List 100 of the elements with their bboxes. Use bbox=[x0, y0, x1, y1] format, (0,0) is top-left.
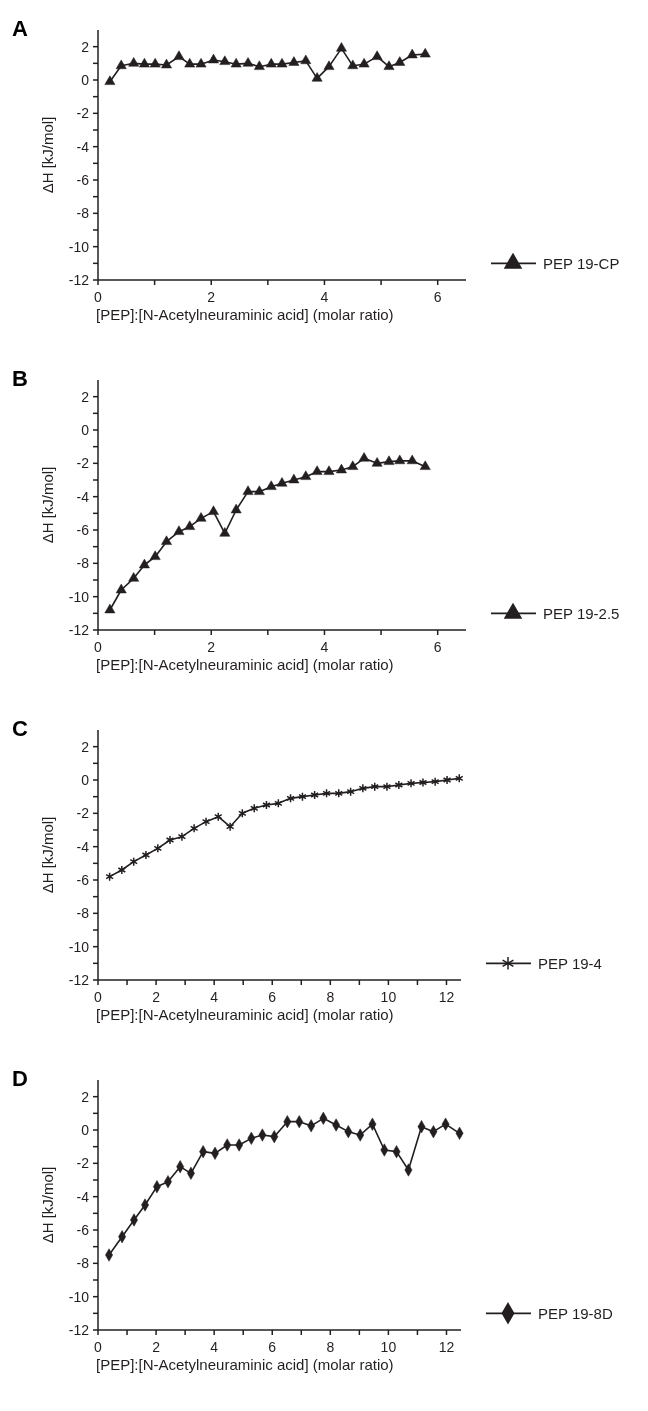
y-tick-label: 2 bbox=[81, 1088, 90, 1105]
point bbox=[310, 790, 319, 800]
point bbox=[322, 788, 331, 799]
point bbox=[265, 480, 277, 490]
point bbox=[242, 57, 254, 67]
point bbox=[419, 460, 431, 470]
point bbox=[208, 53, 219, 64]
point bbox=[311, 72, 323, 82]
y-tick-label: 2 bbox=[81, 38, 90, 55]
point bbox=[288, 56, 300, 66]
point bbox=[336, 42, 347, 52]
point bbox=[208, 505, 219, 515]
point bbox=[254, 60, 265, 70]
point bbox=[238, 808, 247, 819]
point bbox=[383, 455, 395, 465]
chart-title: C bbox=[12, 716, 28, 741]
legend-label: PEP 19-2.5 bbox=[543, 604, 620, 622]
point bbox=[195, 58, 207, 68]
point bbox=[161, 535, 172, 545]
point bbox=[419, 48, 431, 58]
point bbox=[115, 583, 127, 594]
y-tick-label: -2 bbox=[76, 105, 90, 122]
point bbox=[288, 473, 300, 484]
y-tick-label: -10 bbox=[68, 588, 90, 605]
point bbox=[173, 50, 185, 60]
point bbox=[149, 58, 161, 68]
chart-title: D bbox=[12, 1066, 28, 1091]
point bbox=[336, 463, 347, 474]
x-tick-label: 8 bbox=[326, 1339, 335, 1355]
point bbox=[323, 465, 335, 475]
point bbox=[358, 452, 370, 462]
x-tick-label: 4 bbox=[320, 639, 329, 655]
point bbox=[276, 477, 288, 487]
point bbox=[230, 503, 242, 514]
point bbox=[274, 798, 283, 809]
y-tick-label: 2 bbox=[81, 738, 90, 755]
point bbox=[347, 59, 359, 70]
y-tick-label: -12 bbox=[68, 621, 90, 638]
x-tick-label: 4 bbox=[210, 989, 219, 1005]
y-tick-label: -10 bbox=[68, 1288, 90, 1305]
point bbox=[383, 60, 395, 70]
point bbox=[430, 776, 440, 787]
y-tick-label: -6 bbox=[76, 171, 90, 188]
x-tick-label: 6 bbox=[433, 639, 442, 655]
x-tick-label: 2 bbox=[152, 989, 161, 1005]
point bbox=[347, 460, 359, 470]
point bbox=[406, 454, 418, 465]
point bbox=[394, 56, 406, 66]
y-tick-label: -12 bbox=[68, 271, 90, 288]
point bbox=[242, 485, 254, 495]
y-tick-label: 2 bbox=[81, 388, 90, 405]
point bbox=[225, 821, 235, 832]
y-tick-label: 0 bbox=[81, 1121, 90, 1138]
y-tick-label: -10 bbox=[68, 238, 90, 255]
y-tick-label: -6 bbox=[76, 1221, 90, 1238]
point bbox=[406, 778, 416, 789]
x-axis-title: [PEP]:[N-Acetylneuraminic acid] (molar ratio) bbox=[96, 306, 394, 323]
point bbox=[115, 59, 127, 70]
y-axis-title: ΔH [kJ/mol] bbox=[39, 466, 56, 544]
point bbox=[371, 50, 383, 60]
y-tick-label: -4 bbox=[76, 138, 90, 155]
x-tick-label: 6 bbox=[268, 1339, 277, 1355]
x-axis-title: [PEP]:[N-Acetylneuraminic acid] (molar ratio) bbox=[96, 656, 394, 673]
point bbox=[141, 850, 151, 860]
y-tick-label: -2 bbox=[76, 1155, 90, 1172]
y-tick-label: -2 bbox=[76, 455, 90, 472]
x-tick-label: 6 bbox=[268, 989, 277, 1005]
x-tick-label: 4 bbox=[210, 1339, 219, 1355]
y-tick-label: -4 bbox=[76, 838, 90, 855]
point bbox=[323, 60, 335, 70]
point bbox=[189, 823, 199, 834]
point bbox=[149, 550, 161, 560]
chart-title: A bbox=[12, 16, 28, 41]
point bbox=[311, 465, 323, 475]
point bbox=[418, 777, 428, 788]
x-tick-label: 12 bbox=[438, 989, 455, 1005]
x-tick-label: 10 bbox=[380, 989, 397, 1005]
y-tick-label: -8 bbox=[76, 1255, 90, 1272]
y-tick-label: -6 bbox=[76, 871, 90, 888]
point bbox=[358, 58, 370, 68]
point bbox=[129, 856, 138, 867]
x-tick-label: 0 bbox=[94, 639, 103, 655]
x-tick-label: 8 bbox=[326, 989, 335, 1005]
point bbox=[165, 835, 175, 845]
point bbox=[346, 786, 355, 797]
x-tick-label: 2 bbox=[207, 289, 216, 305]
point bbox=[265, 58, 277, 68]
y-tick-label: 0 bbox=[81, 71, 90, 88]
point bbox=[177, 831, 187, 842]
x-axis-title: [PEP]:[N-Acetylneuraminic acid] (molar ratio) bbox=[96, 1006, 394, 1023]
y-tick-label: -6 bbox=[76, 521, 90, 538]
point bbox=[139, 558, 150, 569]
point bbox=[104, 75, 116, 85]
point bbox=[455, 773, 464, 784]
x-tick-label: 6 bbox=[433, 289, 442, 305]
point bbox=[394, 454, 406, 465]
point bbox=[442, 775, 452, 785]
point bbox=[139, 58, 150, 68]
legend-label: PEP 19-4 bbox=[538, 954, 602, 972]
y-tick-label: -8 bbox=[76, 205, 90, 222]
